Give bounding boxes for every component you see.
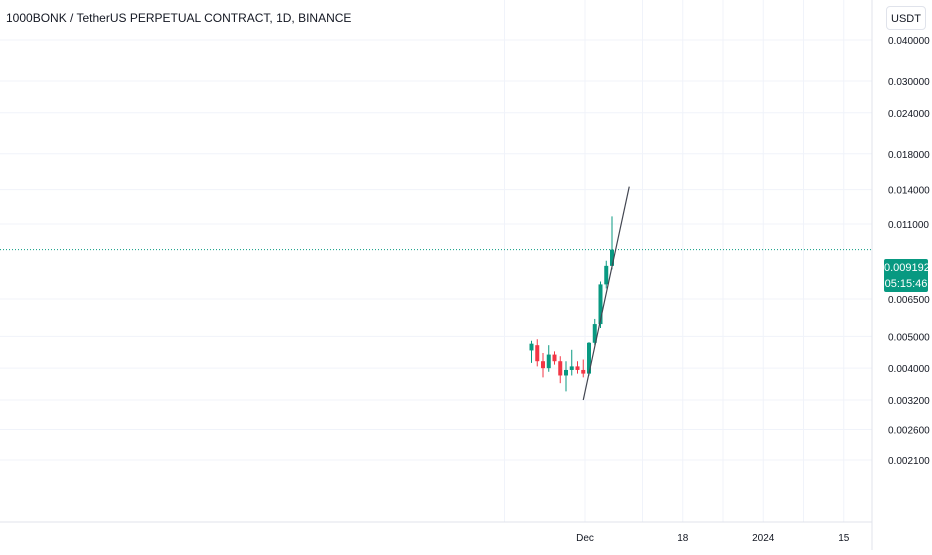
candle-body <box>535 345 540 362</box>
trendline[interactable] <box>582 186 630 401</box>
y-tick-label: 0.003200 <box>888 396 930 407</box>
chart-title: 1000BONK / TetherUS PERPETUAL CONTRACT, … <box>6 11 352 25</box>
currency-button[interactable]: USDT <box>886 6 926 30</box>
candle <box>541 352 545 378</box>
y-tick-label: 0.002100 <box>888 456 930 467</box>
x-axis[interactable]: Dec 18 2024 15 <box>576 533 850 544</box>
candle <box>587 342 591 376</box>
candle-body <box>581 369 586 374</box>
candle <box>604 260 609 289</box>
grid-lines <box>0 0 873 550</box>
candle <box>569 349 574 376</box>
candle-body <box>575 366 580 370</box>
last-price-badge: 0.009192 05:15:46 <box>884 259 930 292</box>
candle <box>558 356 563 384</box>
candle <box>575 361 580 374</box>
candle <box>529 340 534 363</box>
x-tick-label: Dec <box>576 533 594 544</box>
candle-body <box>546 354 551 369</box>
y-tick-label: 0.006500 <box>888 295 930 306</box>
candle <box>610 216 614 270</box>
y-tick-label: 0.024000 <box>888 109 930 120</box>
y-tick-label: 0.002600 <box>888 426 930 437</box>
candle-body <box>564 369 568 376</box>
candle <box>592 318 597 346</box>
candles <box>529 216 614 392</box>
drawings[interactable] <box>582 186 630 401</box>
candle-body <box>569 366 574 370</box>
y-tick-label: 0.030000 <box>888 77 930 88</box>
candle <box>546 345 551 372</box>
y-tick-label: 0.004000 <box>888 364 930 375</box>
y-tick-label: 0.014000 <box>888 186 930 197</box>
candle <box>564 361 568 392</box>
candle-body <box>592 324 597 343</box>
candle-body <box>610 249 614 266</box>
y-tick-label: 0.005000 <box>888 332 930 343</box>
candle-body <box>529 343 534 351</box>
candle-body <box>598 284 603 325</box>
x-tick-label: 18 <box>677 533 689 544</box>
candle-body <box>558 361 563 376</box>
candle <box>552 351 557 365</box>
x-tick-label: 15 <box>838 533 850 544</box>
bar-countdown: 05:15:46 <box>884 278 928 290</box>
x-tick-label: 2024 <box>752 533 775 544</box>
candle-body <box>587 342 591 374</box>
last-price-value: 0.009192 <box>884 262 930 274</box>
y-tick-label: 0.018000 <box>888 150 930 161</box>
y-axis[interactable]: 0.040000 0.030000 0.024000 0.018000 0.014000… <box>888 36 930 467</box>
candle <box>581 359 586 378</box>
candle-body <box>541 361 545 369</box>
y-tick-label: 0.040000 <box>888 36 930 47</box>
candle-body <box>552 354 557 362</box>
y-tick-label: 0.011000 <box>888 220 929 231</box>
candle <box>535 339 540 367</box>
candle-body <box>604 265 609 285</box>
